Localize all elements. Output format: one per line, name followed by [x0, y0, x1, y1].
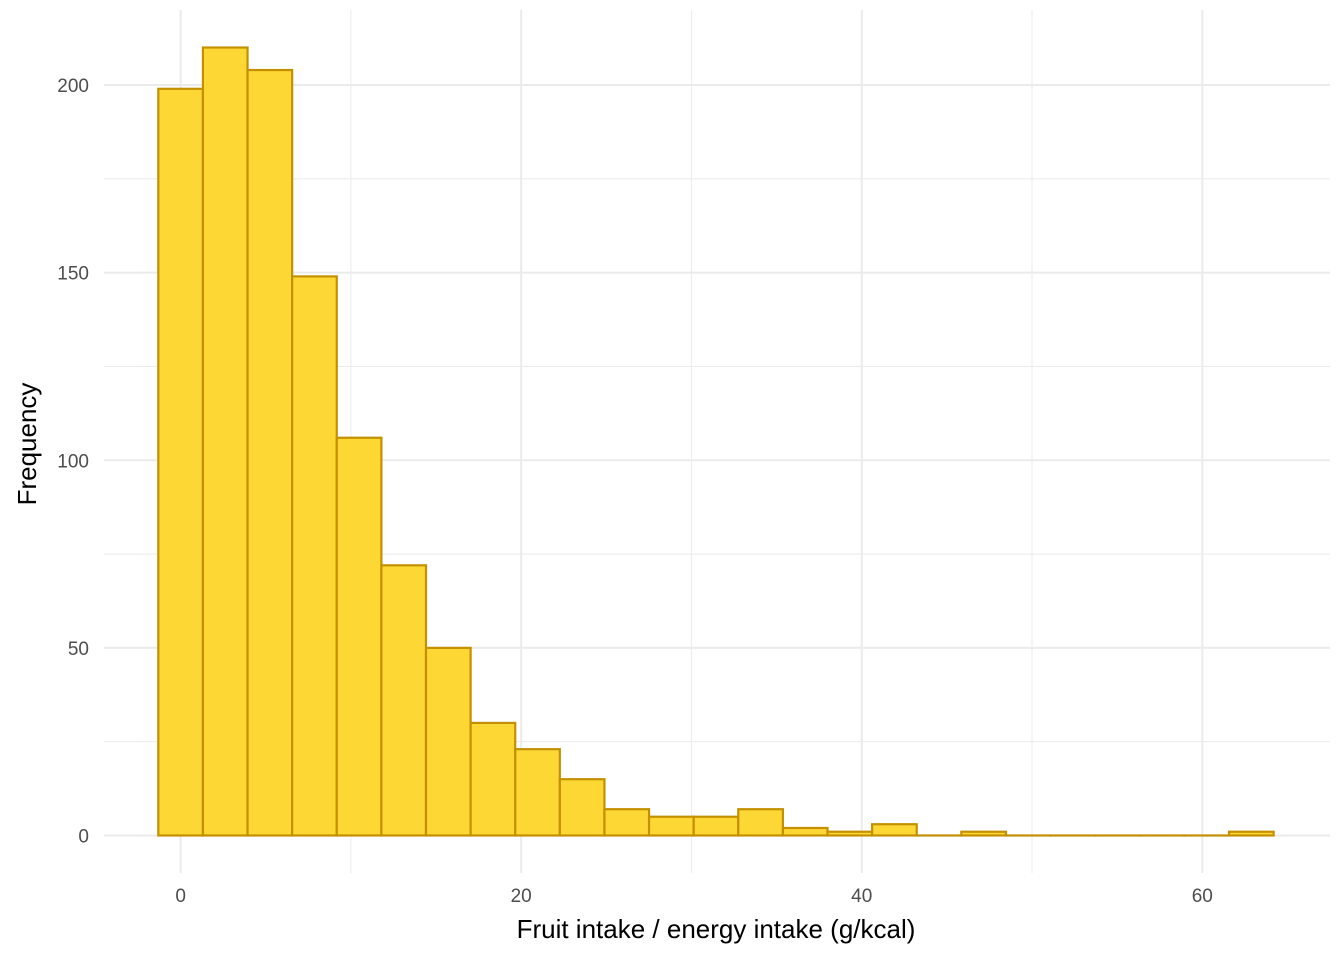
histogram-bar: [291, 275, 338, 837]
x-tick-label: 60: [1192, 886, 1213, 907]
histogram-bar: [1227, 830, 1275, 837]
y-tick-label: 50: [68, 639, 89, 660]
histogram-bar: [335, 436, 383, 837]
histogram-bar: [826, 830, 874, 837]
histogram-bar: [558, 778, 606, 837]
histogram-bar: [781, 826, 829, 837]
histogram-bars: [157, 46, 1275, 837]
histogram-bar: [692, 815, 740, 837]
y-axis-tick-labels: 0 50 100 150 200: [57, 76, 89, 847]
histogram-bar: [514, 748, 561, 837]
x-tick-label: 40: [851, 886, 872, 907]
y-tick-label: 150: [57, 264, 89, 285]
histogram-bar: [960, 830, 1008, 837]
histogram-bar: [246, 68, 294, 837]
histogram-bar: [603, 808, 651, 837]
histogram-bar: [647, 815, 695, 837]
x-axis-tick-labels: 0 20 40 60: [175, 886, 1213, 907]
y-tick-label: 0: [78, 826, 89, 847]
y-axis-title: Frequency: [12, 383, 42, 506]
y-tick-label: 100: [57, 451, 89, 472]
histogram-bar: [871, 823, 918, 837]
x-tick-label: 20: [511, 886, 532, 907]
x-tick-label: 0: [175, 886, 186, 907]
x-axis-title: Fruit intake / energy intake (g/kcal): [517, 914, 916, 944]
histogram-bar: [424, 646, 472, 837]
histogram-bar: [469, 721, 517, 837]
histogram-bar: [157, 87, 205, 837]
histogram-bar: [737, 808, 784, 837]
histogram-bar: [380, 564, 428, 837]
histogram-bar: [201, 46, 249, 837]
y-tick-label: 200: [57, 76, 89, 97]
